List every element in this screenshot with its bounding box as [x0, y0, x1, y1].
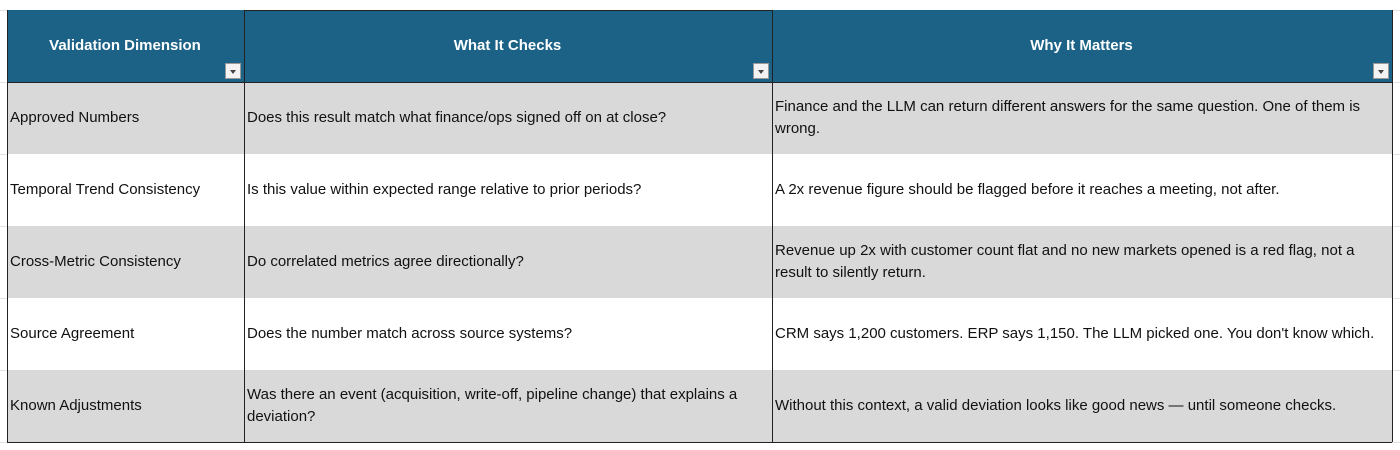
filter-button[interactable]	[225, 63, 241, 79]
border-line	[7, 10, 8, 442]
column-header: Validation Dimension	[7, 10, 244, 82]
filter-button[interactable]	[753, 63, 769, 79]
filter-button[interactable]	[1373, 63, 1389, 79]
border-line	[244, 10, 245, 442]
border-line	[772, 10, 773, 442]
table-cell: Approved Numbers	[7, 82, 244, 154]
table-cell: Revenue up 2x with customer count flat a…	[772, 226, 1392, 298]
border-line	[1392, 10, 1393, 442]
table-cell: CRM says 1,200 customers. ERP says 1,150…	[772, 298, 1392, 370]
table-cell: Is this value within expected range rela…	[244, 154, 772, 226]
border-line	[7, 442, 1392, 443]
table-cell: Does this result match what finance/ops …	[244, 82, 772, 154]
table-cell: Was there an event (acquisition, write-o…	[244, 370, 772, 442]
table-cell: Source Agreement	[7, 298, 244, 370]
table-cell: Finance and the LLM can return different…	[772, 82, 1392, 154]
table-cell: Cross-Metric Consistency	[7, 226, 244, 298]
table-cell: Temporal Trend Consistency	[7, 154, 244, 226]
column-header: Why It Matters	[772, 10, 1392, 82]
table-cell: Without this context, a valid deviation …	[772, 370, 1392, 442]
table-cell: Does the number match across source syst…	[244, 298, 772, 370]
border-line	[7, 82, 1392, 83]
table-cell: A 2x revenue figure should be flagged be…	[772, 154, 1392, 226]
table-cell: Do correlated metrics agree directionall…	[244, 226, 772, 298]
table-cell: Known Adjustments	[7, 370, 244, 442]
border-line	[244, 10, 772, 11]
column-header: What It Checks	[244, 10, 772, 82]
